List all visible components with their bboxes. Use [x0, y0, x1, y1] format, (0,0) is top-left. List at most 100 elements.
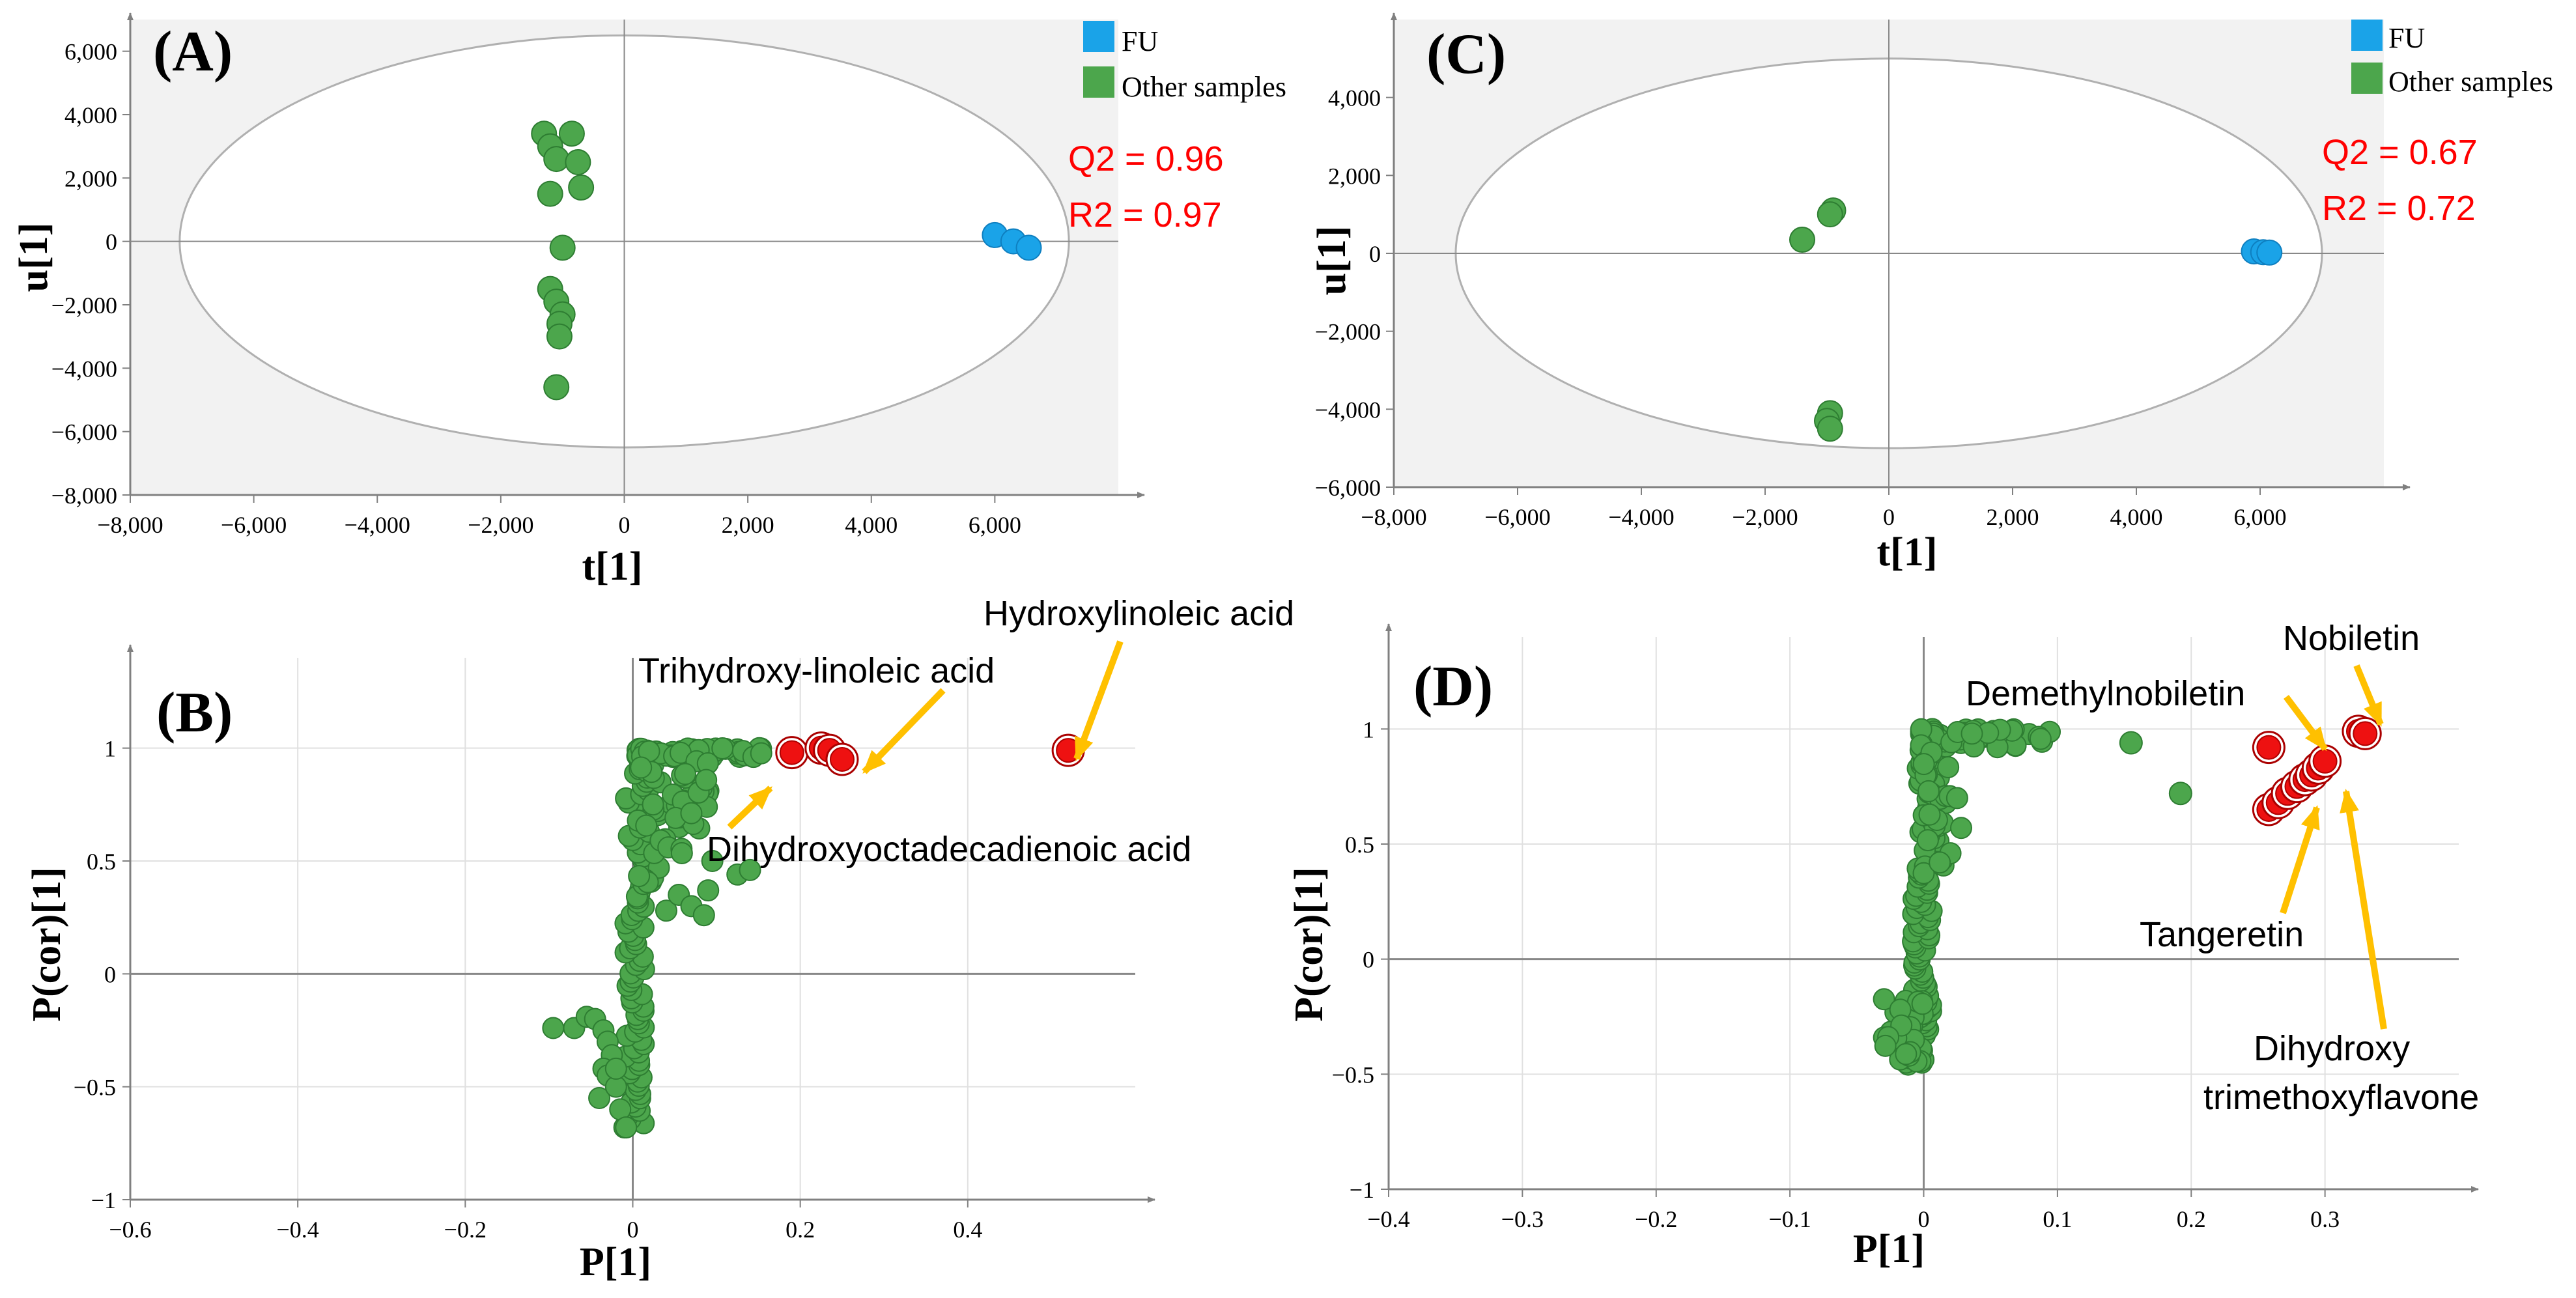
- x-tick-label: −2,000: [468, 512, 533, 538]
- y-tick-label: −1: [91, 1187, 116, 1213]
- x-axis-label-b: P[1]: [580, 1240, 651, 1284]
- legend-label-other-a: Other samples: [1122, 71, 1286, 103]
- other-sample-point: [549, 234, 576, 261]
- legend-label-fu-a: FU: [1122, 25, 1158, 57]
- variable-point: [1911, 993, 1934, 1015]
- y-tick-label: −0.5: [1332, 1062, 1374, 1088]
- annotation-demethylnobiletin: Demethylnobiletin: [1966, 674, 2245, 713]
- variable-point: [695, 769, 718, 791]
- variable-point: [1916, 829, 1939, 852]
- arrow-dihydroxyoctadecadienoic: [727, 785, 773, 830]
- y-tick-label: −6,000: [1315, 475, 1381, 501]
- x-tick-label: 4,000: [845, 512, 898, 538]
- y-tick-label: −6,000: [51, 419, 117, 445]
- x-tick-label: −8,000: [97, 512, 163, 538]
- highlighted-metabolite-point: [779, 740, 804, 765]
- variable-point: [697, 879, 720, 902]
- fu-sample-point: [2256, 239, 2283, 266]
- x-tick-label: 0: [1883, 504, 1895, 530]
- x-tick-label: 0.2: [786, 1217, 815, 1243]
- annotation-dihydroxy-line2: trimethoxyflavone: [2203, 1078, 2479, 1117]
- variable-point: [1918, 803, 1941, 826]
- x-tick-label: 0: [627, 1217, 639, 1243]
- variable-point: [670, 841, 693, 864]
- y-tick-label: 2,000: [64, 165, 117, 191]
- variable-point: [711, 737, 734, 760]
- x-axis-label-a: t[1]: [582, 544, 643, 589]
- variable-point: [1950, 817, 1973, 839]
- x-tick-label: 0.4: [953, 1217, 982, 1243]
- variable-point: [2029, 727, 2052, 750]
- highlighted-metabolite-point: [2312, 748, 2338, 774]
- y-tick-label: −2,000: [1315, 319, 1381, 345]
- x-tick-label: −0.1: [1768, 1206, 1811, 1232]
- x-axis-label-c: t[1]: [1877, 530, 1938, 574]
- y-tick-label: 0: [106, 229, 117, 255]
- y-tick-label: −0.5: [74, 1075, 116, 1101]
- highlighted-metabolite-point: [2353, 721, 2378, 746]
- variable-point: [1874, 1034, 1897, 1057]
- arrow-nobiletin: [2353, 664, 2384, 727]
- legend-label-other-c: Other samples: [2388, 66, 2553, 98]
- x-tick-label: −6,000: [1484, 504, 1550, 530]
- legend-swatch-other-c: [2351, 63, 2383, 94]
- variable-point: [1917, 780, 1940, 802]
- variable-point: [1912, 862, 1935, 884]
- annotation-nobiletin: Nobiletin: [2283, 619, 2420, 658]
- y-axis-label-c: u[1]: [1310, 226, 1354, 296]
- x-tick-label: −6,000: [221, 512, 287, 538]
- y-axis-label-d: P(cor)[1]: [1287, 867, 1331, 1022]
- x-tick-label: 2,000: [1987, 504, 2039, 530]
- variable-point: [750, 742, 772, 765]
- highlighted-metabolite-point: [2256, 735, 2282, 760]
- x-axis-label-d: P[1]: [1853, 1227, 1925, 1271]
- y-tick-label: −4,000: [1315, 397, 1381, 423]
- y-tick-label: 2,000: [1328, 163, 1381, 189]
- variable-point: [604, 1057, 627, 1080]
- q2-stat-a: Q2 = 0.96: [1068, 139, 1224, 178]
- x-tick-label: −0.6: [109, 1217, 151, 1243]
- variable-point: [635, 814, 658, 837]
- annotation-trihydroxy: Trihydroxy-linoleic acid: [638, 651, 995, 690]
- annotation-dihydroxy-line1: Dihydroxy: [2254, 1029, 2410, 1068]
- y-tick-label: 0.5: [87, 849, 116, 875]
- x-tick-label: 0.3: [2310, 1206, 2340, 1232]
- other-sample-point: [568, 174, 595, 201]
- variable-point: [1873, 988, 1895, 1011]
- y-axis-label-b: P(cor)[1]: [25, 867, 69, 1022]
- panel-b: −0.6 −0.4 −0.2 0 0.2 0.4 −1 −0.5 0 0.5 1 (B) P[1]…: [25, 594, 1294, 1284]
- variable-point: [630, 756, 653, 779]
- y-tick-label: −4,000: [51, 356, 117, 382]
- legend-a: FU Other samples: [1083, 21, 1286, 103]
- arrow-hydroxylinoleic: [1073, 640, 1124, 761]
- r2-stat-a: R2 = 0.97: [1068, 195, 1222, 234]
- variable-point: [642, 793, 664, 816]
- x-tick-label: 6,000: [2234, 504, 2287, 530]
- variable-point: [1946, 787, 1968, 810]
- other-sample-point: [1817, 201, 1843, 228]
- other-sample-point: [537, 180, 563, 207]
- legend-swatch-fu-a: [1083, 21, 1114, 52]
- x-tick-label: 6,000: [969, 512, 1021, 538]
- x-tick-label: 4,000: [2110, 504, 2163, 530]
- x-tick-label: 0: [619, 512, 630, 538]
- variable-point: [2168, 782, 2192, 806]
- legend-label-fu-c: FU: [2388, 22, 2425, 54]
- other-sample-point: [565, 149, 591, 175]
- other-sample-point: [543, 374, 570, 401]
- y-tick-label: 0: [1369, 241, 1381, 267]
- y-tick-label: −1: [1350, 1177, 1374, 1203]
- variable-point: [1929, 851, 1951, 874]
- other-sample-point: [543, 146, 570, 173]
- x-tick-label: −4,000: [1608, 504, 1674, 530]
- variable-point: [588, 1087, 611, 1109]
- x-tick-label: −0.2: [1635, 1206, 1677, 1232]
- other-sample-point: [558, 120, 585, 147]
- legend-swatch-fu-c: [2351, 20, 2383, 51]
- x-tick-label: −8,000: [1361, 504, 1426, 530]
- variable-point: [655, 899, 677, 922]
- y-tick-label: −8,000: [51, 483, 117, 509]
- variable-point: [1937, 756, 1960, 779]
- arrow-dihydroxy: [2340, 789, 2387, 1030]
- variable-point: [542, 1017, 565, 1039]
